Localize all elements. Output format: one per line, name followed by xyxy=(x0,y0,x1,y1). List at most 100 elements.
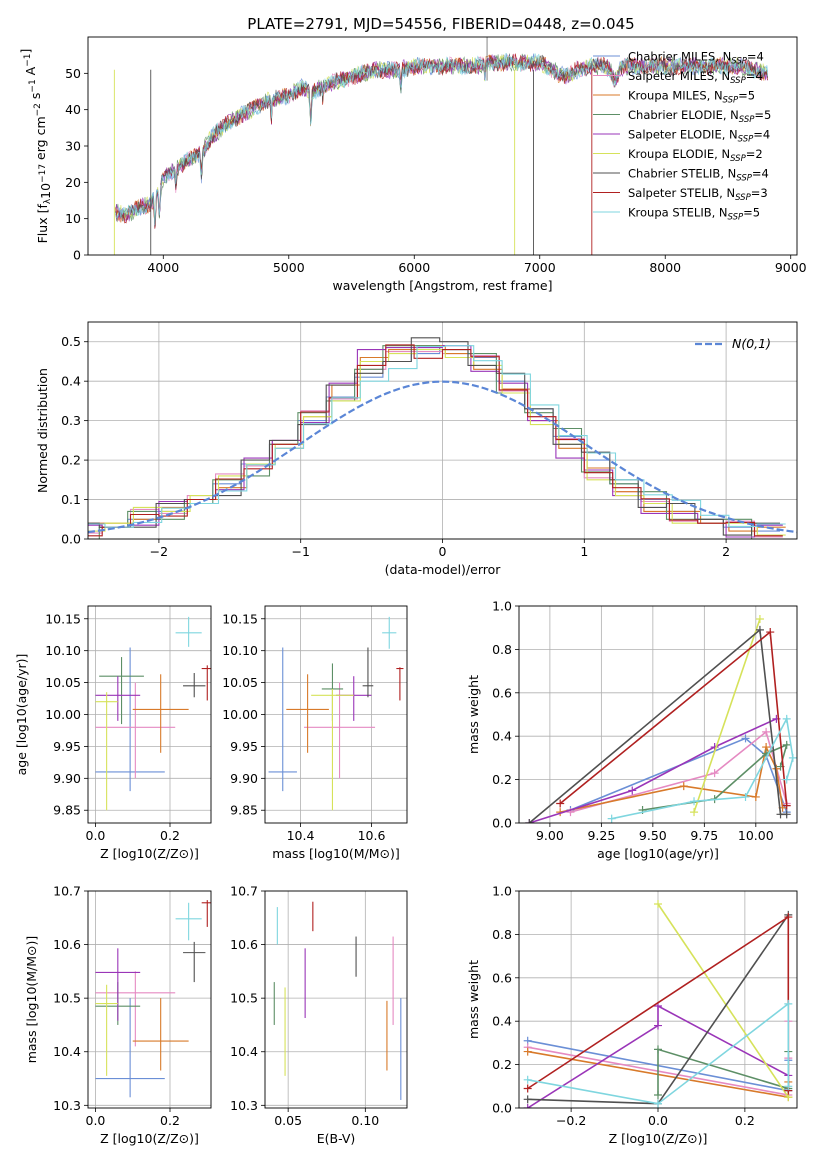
axes-frame xyxy=(518,890,798,1109)
y-tick-label: 10.4 xyxy=(230,1044,258,1059)
y-tick-label: 10.05 xyxy=(45,675,81,690)
axes-residuals: −2 −1 0 1 2 0.0 0.1 0.2 0.3 0.4 0.5 (data-model)/er… xyxy=(35,321,798,577)
legend-label: Salpeter ELODIE, NSSP=4 xyxy=(628,128,770,145)
x-axis-label: wavelength [Angstrom, rest frame] xyxy=(332,278,552,293)
weight-marker xyxy=(784,999,793,1008)
legend-label-part: Kroupa MILES, N xyxy=(628,89,723,103)
x-tick-label: 4000 xyxy=(147,260,179,275)
weight-marker xyxy=(741,734,750,743)
weight-marker xyxy=(523,1095,532,1104)
weight-marker xyxy=(525,819,534,823)
x-tick-label: 0.2 xyxy=(160,828,180,843)
legend-label: Chabrier MILES, NSSP=4 xyxy=(628,50,764,67)
x-tick-label: −1 xyxy=(291,544,309,559)
y-tick-label: 50 xyxy=(65,66,81,81)
spectrum-line xyxy=(115,53,768,227)
weight-marker xyxy=(654,900,662,909)
residual-histogram xyxy=(88,351,783,538)
weight-marker xyxy=(690,797,699,806)
y-tick-label: 20 xyxy=(65,175,81,190)
y-axis-label-part: erg cm xyxy=(33,116,48,164)
weight-marker xyxy=(782,801,791,810)
legend-label-part: SSP xyxy=(731,57,747,67)
legend-label-part: Chabrier MILES, N xyxy=(628,50,731,64)
x-tick-label: 10.6 xyxy=(358,828,386,843)
plot-area-spectrum xyxy=(113,37,768,255)
x-tick-label: 0.10 xyxy=(351,1113,379,1128)
legend-label-part: SSP xyxy=(728,213,744,223)
residual-histogram xyxy=(88,344,783,537)
x-tick-label: 0.05 xyxy=(274,1113,302,1128)
weight-marker xyxy=(523,1084,532,1093)
y-tick-label: 10.15 xyxy=(45,611,81,626)
x-tick-label: −2 xyxy=(150,544,168,559)
weight-marker xyxy=(782,740,791,749)
weight-line xyxy=(693,618,761,813)
legend-label-part: SSP xyxy=(736,174,752,184)
weight-line xyxy=(529,718,777,823)
errorbar-point xyxy=(95,676,141,721)
legend-label: Salpeter STELIB, NSSP=3 xyxy=(628,186,768,203)
weight-marker xyxy=(741,792,750,801)
x-tick-label: 0.0 xyxy=(648,1113,668,1128)
legend-label-part: Kroupa STELIB, N xyxy=(628,206,728,220)
x-tick-label: 10.4 xyxy=(287,828,315,843)
errorbar-point xyxy=(183,673,206,698)
legend-label-part: =4 xyxy=(746,69,763,83)
x-tick-label: 10.00 xyxy=(738,828,774,843)
y-tick-label: 0.8 xyxy=(492,927,512,942)
y-axis-label-part: −1 xyxy=(23,54,33,67)
y-tick-label: 9.90 xyxy=(53,771,81,786)
y-tick-label: 10.5 xyxy=(230,991,258,1006)
errorbar-point xyxy=(132,998,189,1071)
y-tick-label: 0.0 xyxy=(492,816,512,831)
y-axis-label-part: λ xyxy=(43,198,53,204)
x-tick-label: 7000 xyxy=(524,260,556,275)
axes-frame xyxy=(87,890,212,1109)
spectrum-line xyxy=(115,53,768,229)
legend-label-part: SSP xyxy=(730,154,746,164)
y-tick-label: 9.90 xyxy=(230,771,258,786)
x-axis-label: age [log10(age/yr)] xyxy=(597,846,719,861)
y-tick-label: 1.0 xyxy=(492,599,512,614)
chart-title: PLATE=2791, MJD=54556, FIBERID=0448, z=0… xyxy=(247,15,634,33)
plot-area-age_vs_mass xyxy=(268,616,404,811)
y-tick-label: 10.10 xyxy=(45,643,81,658)
residual-histogram xyxy=(88,337,780,536)
weight-marker xyxy=(766,628,775,637)
legend-label-part: Salpeter STELIB, N xyxy=(628,186,735,200)
x-tick-label: 6000 xyxy=(398,260,430,275)
y-tick-label: 9.85 xyxy=(53,803,81,818)
y-tick-label: 0.2 xyxy=(61,453,81,468)
y-tick-label: 10.3 xyxy=(53,1098,81,1113)
y-tick-label: 0.2 xyxy=(492,1057,512,1072)
x-tick-label: 9000 xyxy=(775,260,807,275)
weight-marker xyxy=(762,727,771,736)
legend-label-part: =4 xyxy=(747,50,764,64)
errorbar-point xyxy=(95,692,118,811)
weight-marker xyxy=(788,753,797,762)
legend-label-part: SSP xyxy=(730,76,746,86)
x-tick-label: 0.0 xyxy=(86,828,106,843)
y-tick-label: 0.8 xyxy=(492,642,512,657)
x-tick-label: −0.2 xyxy=(556,1113,586,1128)
legend-label: Kroupa ELODIE, NSSP=2 xyxy=(628,147,763,164)
weight-line xyxy=(528,628,787,823)
x-tick-label: 0.0 xyxy=(86,1113,106,1128)
x-tick-label: 2 xyxy=(722,544,730,559)
x-tick-label: 9.25 xyxy=(587,828,615,843)
y-axis-label-part: −2 xyxy=(33,103,43,116)
legend-label-part: Chabrier STELIB, N xyxy=(628,167,736,181)
weight-line xyxy=(527,1002,790,1105)
errorbar-point xyxy=(99,657,144,725)
legend-label-part: Kroupa ELODIE, N xyxy=(628,147,730,161)
weight-marker xyxy=(784,1082,793,1091)
y-tick-label: 0.4 xyxy=(492,1014,512,1029)
x-axis-label: Z [log10(Z/Z⊙)] xyxy=(609,1131,708,1146)
axes-frame xyxy=(518,605,798,824)
legend-label-part: Salpeter ELODIE, N xyxy=(628,128,738,142)
y-axis-label-part: Flux [f xyxy=(35,204,50,244)
legend-label: Kroupa STELIB, NSSP=5 xyxy=(628,206,760,223)
weight-marker xyxy=(523,1075,532,1084)
